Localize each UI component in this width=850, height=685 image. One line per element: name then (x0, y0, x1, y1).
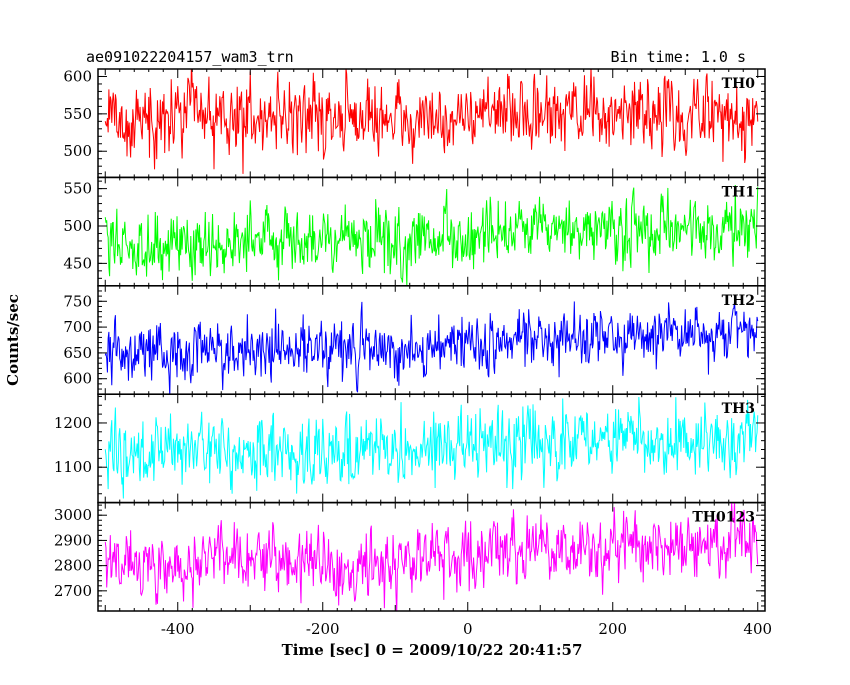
y-tick-label: 550 (63, 105, 92, 123)
panel-label-th1: TH1 (722, 184, 755, 200)
series-line-th3 (104, 397, 759, 499)
series-line-th0123 (104, 502, 759, 612)
y-tick-label: 1200 (54, 414, 92, 432)
panel-label-th0123: TH0123 (692, 510, 755, 526)
panel-th2: 600 650 700 750 TH2 (63, 285, 766, 395)
x-tick-label: 400 (743, 620, 772, 638)
x-tick-label: 0 (463, 620, 473, 638)
series-line-th2 (104, 301, 759, 395)
y-tick-label: 600 (63, 67, 92, 85)
series-line-th1 (104, 185, 759, 286)
y-tick-label: 700 (63, 318, 92, 336)
panel-th1: 450 500 550 TH1 (63, 176, 766, 287)
y-tick-label: 600 (63, 370, 92, 388)
y-tick-label: 3000 (54, 506, 92, 524)
x-axis: -400 -200 0 200 400 (161, 620, 772, 638)
x-tick-label: -200 (306, 620, 340, 638)
y-tick-label: 550 (63, 180, 92, 198)
y-tick-label: 2700 (54, 582, 92, 600)
chart-title: ae091022204157_wam3_trn (86, 48, 294, 66)
bin-time-label: Bin time: 1.0 s (611, 48, 746, 66)
y-tick-label: 2800 (54, 557, 92, 575)
y-tick-label: 750 (63, 292, 92, 310)
y-tick-label: 450 (63, 254, 92, 272)
panel-th0123: 2700 2800 2900 3000 TH0123 (54, 501, 766, 612)
panel-label-th0: TH0 (722, 76, 756, 92)
panel-frame (97, 501, 766, 612)
x-tick-label: 200 (598, 620, 627, 638)
y-tick-label: 1100 (54, 458, 92, 476)
y-axis-label: Counts/sec (4, 294, 22, 386)
panel-th0: 500 550 600 TH0 (63, 67, 766, 179)
x-tick-label: -400 (161, 620, 195, 638)
series-line-th0 (104, 69, 759, 174)
x-axis-label: Time [sec] 0 = 2009/10/22 20:41:57 (282, 641, 583, 659)
y-tick-label: 500 (63, 217, 92, 235)
y-tick-label: 500 (63, 142, 92, 160)
panel-label-th2: TH2 (722, 293, 755, 309)
y-tick-label: 650 (63, 344, 92, 362)
panel-th3: 1100 1200 TH3 (54, 393, 766, 504)
panel-label-th3: TH3 (722, 401, 755, 417)
y-tick-label: 2900 (54, 531, 92, 549)
panels: 500 550 600 TH0 450 500 550 TH1 600 650 700 750 TH2 1… (54, 67, 766, 612)
